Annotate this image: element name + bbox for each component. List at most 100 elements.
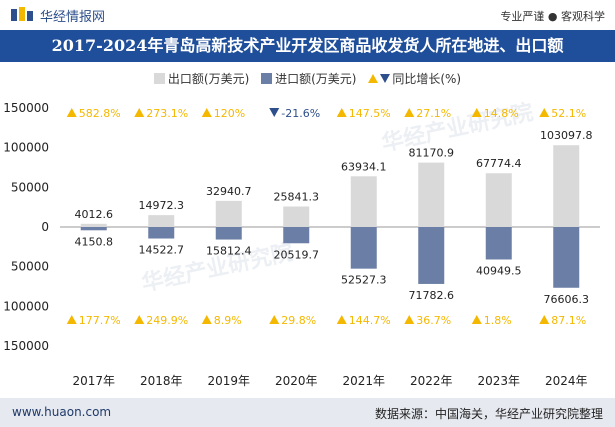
- export-bar: [80, 223, 107, 227]
- x-tick-label: 2024年: [545, 374, 588, 388]
- legend-export-label: 出口额(万美元): [167, 72, 250, 86]
- y-tick-label: 100000: [3, 141, 49, 155]
- export-value-label: 81170.9: [409, 147, 455, 160]
- export-value-label: 25841.3: [274, 190, 320, 203]
- import-growth-label: 36.7%: [416, 314, 451, 327]
- import-bar: [80, 227, 107, 231]
- growth-up-triangle-icon: [539, 108, 550, 117]
- growth-up-triangle-icon: [201, 108, 212, 117]
- import-growth-label: 87.1%: [551, 314, 586, 327]
- bar-chart: 150000 100000 50000 0 50000 100000 150000 4012.…: [3, 101, 600, 388]
- down-triangle-icon: [380, 74, 391, 83]
- import-growth-label: 29.8%: [281, 314, 316, 327]
- x-tick-label: 2018年: [140, 374, 183, 388]
- import-value-label: 14522.7: [139, 244, 185, 257]
- import-value-label: 71782.6: [409, 289, 455, 302]
- import-value-label: 76606.3: [544, 293, 590, 306]
- export-value-label: 103097.8: [540, 129, 593, 142]
- legend-export: 出口额(万美元): [153, 70, 250, 87]
- import-bar: [215, 227, 242, 240]
- export-growth-label: 27.1%: [416, 107, 451, 120]
- growth-up-triangle-icon: [269, 315, 280, 324]
- y-tick-label: 50000: [11, 180, 49, 194]
- growth-up-triangle-icon: [201, 315, 212, 324]
- export-bar: [485, 173, 512, 227]
- growth-up-triangle-icon: [404, 315, 415, 324]
- y-tick-label: 150000: [3, 339, 49, 353]
- export-growth-label: 52.1%: [551, 107, 586, 120]
- growth-up-triangle-icon: [336, 315, 347, 324]
- legend-growth: 同比增长(%): [368, 70, 461, 87]
- footer-source: 数据来源：中国海关，华经产业研究院整理: [374, 407, 603, 421]
- export-value-label: 14972.3: [139, 199, 185, 212]
- export-bar: [215, 200, 242, 227]
- import-bar: [485, 227, 512, 260]
- import-growth-label: 144.7%: [349, 314, 391, 327]
- export-growth-label: 14.8%: [484, 107, 519, 120]
- import-growth-label: 177.7%: [79, 314, 121, 327]
- x-tick-label: 2022年: [410, 374, 453, 388]
- growth-down-triangle-icon: [269, 108, 280, 117]
- chart-legend: 出口额(万美元) 进口额(万美元) 同比增长(%): [0, 70, 615, 90]
- tagline: 专业严谨 ● 客观科学: [500, 10, 605, 23]
- export-bar: [350, 176, 377, 227]
- import-value-label: 15812.4: [206, 245, 252, 258]
- growth-up-triangle-icon: [66, 108, 77, 117]
- huajing-logo-icon: [11, 7, 33, 21]
- brand-name: 华经情报网: [40, 10, 106, 25]
- export-value-label: 4012.6: [75, 208, 114, 221]
- growth-up-triangle-icon: [539, 315, 550, 324]
- export-growth-label: 273.1%: [146, 107, 188, 120]
- export-bar: [148, 215, 175, 227]
- import-growth-label: 8.9%: [214, 314, 242, 327]
- title-bar: 2017-2024年青岛高新技术产业开发区商品收发货人所在地进、出口额: [0, 30, 615, 62]
- footer-url: www.huaon.com: [12, 405, 112, 419]
- import-bar: [350, 227, 377, 269]
- import-value-label: 4150.8: [75, 235, 114, 248]
- export-swatch-icon: [153, 73, 165, 84]
- import-bar: [283, 227, 310, 244]
- export-growth-label: 120%: [214, 107, 245, 120]
- y-tick-label: 50000: [11, 260, 49, 274]
- growth-up-triangle-icon: [134, 108, 145, 117]
- export-value-label: 32940.7: [206, 185, 252, 198]
- x-tick-label: 2020年: [275, 374, 318, 388]
- import-value-label: 20519.7: [274, 248, 320, 261]
- legend-growth-label: 同比增长(%): [392, 72, 462, 86]
- import-swatch-icon: [261, 73, 273, 84]
- footer: www.huaon.com 数据来源：中国海关，华经产业研究院整理: [0, 398, 615, 427]
- growth-up-triangle-icon: [404, 108, 415, 117]
- export-bar: [283, 206, 310, 227]
- legend-import-label: 进口额(万美元): [275, 72, 357, 86]
- y-tick-label: 150000: [3, 101, 49, 115]
- x-tick-label: 2019年: [207, 374, 250, 388]
- export-growth-label: -21.6%: [281, 107, 320, 120]
- growth-up-triangle-icon: [336, 108, 347, 117]
- y-tick-label: 100000: [3, 299, 49, 313]
- import-value-label: 52527.3: [341, 274, 387, 287]
- export-bar: [553, 145, 580, 227]
- export-growth-label: 582.8%: [79, 107, 121, 120]
- import-bar: [553, 227, 580, 288]
- export-bar: [418, 162, 445, 227]
- import-growth-label: 1.8%: [484, 314, 512, 327]
- x-tick-label: 2017年: [72, 374, 115, 388]
- growth-up-triangle-icon: [471, 108, 482, 117]
- up-triangle-icon: [368, 74, 379, 83]
- import-bar: [418, 227, 445, 284]
- growth-up-triangle-icon: [134, 315, 145, 324]
- import-growth-label: 249.9%: [146, 314, 188, 327]
- top-bar: 华经情报网 专业严谨 ● 客观科学: [0, 0, 615, 30]
- export-value-label: 63934.1: [341, 160, 387, 173]
- x-tick-label: 2021年: [342, 374, 385, 388]
- import-bar: [148, 227, 175, 239]
- legend-import: 进口额(万美元): [261, 70, 356, 87]
- export-value-label: 67774.4: [476, 157, 522, 170]
- y-tick-label: 0: [41, 220, 49, 234]
- growth-up-triangle-icon: [471, 315, 482, 324]
- growth-up-triangle-icon: [66, 315, 77, 324]
- x-tick-label: 2023年: [477, 374, 520, 388]
- import-value-label: 40949.5: [476, 264, 522, 277]
- export-growth-label: 147.5%: [349, 107, 391, 120]
- chart-title: 2017-2024年青岛高新技术产业开发区商品收发货人所在地进、出口额: [51, 36, 564, 55]
